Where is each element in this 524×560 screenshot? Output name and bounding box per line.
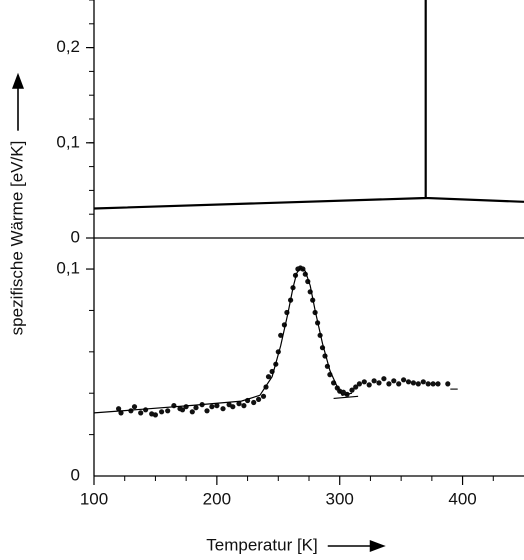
data-point <box>349 387 355 393</box>
data-point <box>159 409 165 415</box>
data-point <box>214 403 220 409</box>
data-point <box>265 374 272 380</box>
x-axis-title: Temperatur [K] <box>206 535 318 554</box>
data-point <box>376 380 382 386</box>
data-point <box>401 377 407 383</box>
data-point <box>356 381 362 387</box>
y-tick-label: 0,1 <box>56 259 80 278</box>
data-point <box>415 381 421 387</box>
data-point <box>209 404 215 410</box>
data-point <box>236 401 242 407</box>
x-tick-label: 100 <box>80 489 108 508</box>
x-tick-label: 300 <box>326 489 354 508</box>
data-point <box>152 412 158 418</box>
data-point <box>204 408 210 414</box>
data-point <box>193 405 199 411</box>
data-point <box>435 381 441 387</box>
data-point <box>386 381 392 387</box>
x-tick-label: 200 <box>203 489 231 508</box>
x-axis-arrowhead <box>369 540 386 552</box>
data-point <box>143 407 149 413</box>
y-axis-title: spezifische Wärme [eV/K] <box>7 141 26 336</box>
bottom-panel: 0 0,1 100 200 300 400 <box>56 259 494 508</box>
data-point <box>366 382 372 388</box>
data-point <box>189 409 195 415</box>
data-point <box>391 378 397 384</box>
data-point <box>396 381 402 387</box>
data-point <box>353 384 359 390</box>
top-series-line <box>93 0 524 210</box>
data-point <box>230 404 236 410</box>
data-point <box>381 376 387 382</box>
y-tick-label: 0,2 <box>56 37 80 56</box>
axis-titles: spezifische Wärme [eV/K] Temperatur [K] <box>7 72 386 554</box>
data-point <box>131 404 138 410</box>
data-point <box>430 381 436 387</box>
data-point <box>256 396 262 402</box>
data-point <box>278 332 284 338</box>
plot-frame <box>93 0 524 477</box>
x-tick-label: 400 <box>448 489 476 508</box>
data-point <box>260 393 267 399</box>
data-point <box>410 380 416 386</box>
data-point <box>116 406 122 412</box>
data-point <box>179 407 186 413</box>
data-point <box>371 378 377 384</box>
data-point <box>361 379 367 385</box>
y-tick-label: 0 <box>71 227 80 246</box>
fit-curve <box>93 267 353 414</box>
data-point <box>405 379 412 385</box>
data-point <box>183 404 189 410</box>
top-panel: 0 0,1 0,2 <box>56 0 524 246</box>
baseline-segment <box>333 395 359 399</box>
data-point <box>445 381 451 387</box>
data-point <box>118 410 124 416</box>
data-point <box>138 410 144 416</box>
data-point <box>425 381 431 387</box>
data-point <box>251 399 257 406</box>
y-axis-arrowhead <box>12 72 24 89</box>
y-tick-label: 0,1 <box>56 132 80 151</box>
data-point <box>165 408 171 414</box>
data-point <box>420 379 426 385</box>
y-tick-label: 0 <box>71 465 80 484</box>
data-point <box>220 406 226 412</box>
data-point <box>241 403 247 409</box>
